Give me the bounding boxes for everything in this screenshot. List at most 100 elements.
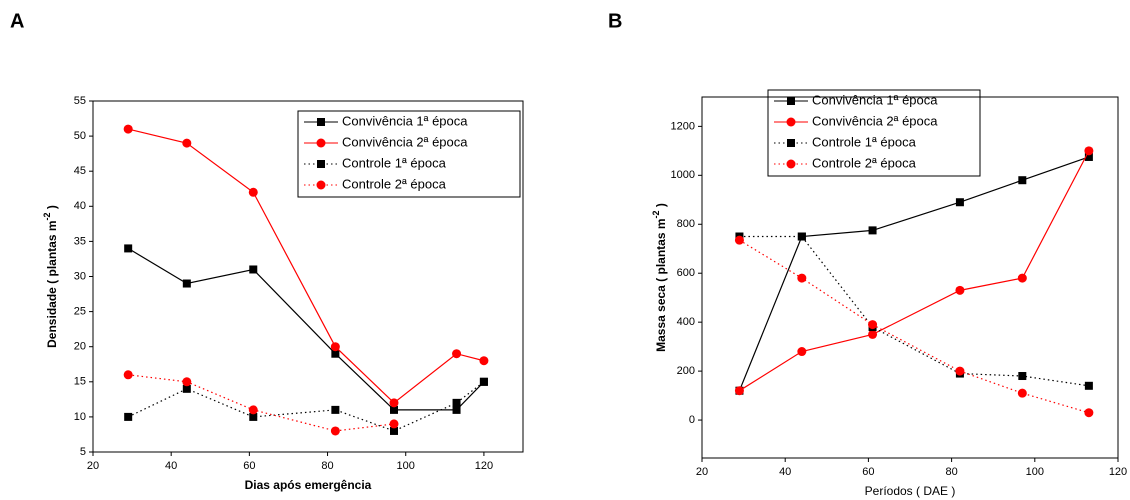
series-line <box>739 150 1090 392</box>
marker <box>955 285 965 295</box>
marker <box>868 320 878 330</box>
y-axis-label: Densidade ( plantas m-2 ) <box>42 205 59 348</box>
marker <box>331 349 340 358</box>
legend-label: Convivência 2ª época <box>812 113 938 128</box>
legend-label: Convivência 2ª época <box>342 134 468 149</box>
y-tick-label: 5 <box>80 446 86 458</box>
x-tick-label: 20 <box>696 466 708 478</box>
marker <box>249 265 258 274</box>
x-tick-label: 120 <box>475 460 493 472</box>
marker <box>1017 273 1027 283</box>
marker <box>124 244 133 253</box>
marker <box>330 342 340 352</box>
marker <box>124 412 133 421</box>
y-axis-label-end: ) <box>45 205 59 212</box>
x-tick-label: 40 <box>165 460 177 472</box>
y-tick-label: 1000 <box>671 169 695 181</box>
x-tick-label: 100 <box>397 460 415 472</box>
y-tick-label: 55 <box>74 95 86 107</box>
series-line <box>738 156 1090 391</box>
legend-marker <box>787 139 795 147</box>
x-tick-label: 40 <box>779 466 791 478</box>
marker <box>955 198 964 207</box>
marker <box>1018 372 1027 381</box>
x-tick-label: 80 <box>321 460 333 472</box>
x-axis-label: Períodos ( DAE ) <box>865 484 956 498</box>
legend-box <box>767 89 981 177</box>
marker <box>1084 381 1093 390</box>
marker <box>248 405 258 415</box>
x-tick-label: 120 <box>1109 466 1127 478</box>
x-axis-label: Dias após emergência <box>245 478 372 492</box>
series-line <box>127 247 485 411</box>
y-tick-label: 400 <box>677 316 695 328</box>
axes-frame <box>701 96 1119 459</box>
y-axis-label-main: Densidade ( plantas m <box>45 220 59 347</box>
x-tick-label: 60 <box>243 460 255 472</box>
marker <box>248 187 258 197</box>
legend-marker <box>316 138 326 148</box>
marker <box>452 398 461 407</box>
y-axis-label-main: Massa seca ( plantas m <box>654 218 668 351</box>
legend-marker <box>786 117 796 127</box>
y-axis-label-sup: -2 <box>651 210 661 218</box>
marker <box>123 370 133 380</box>
marker <box>955 366 965 376</box>
marker <box>479 356 489 366</box>
marker <box>868 329 878 339</box>
marker <box>330 426 340 436</box>
marker <box>390 426 398 435</box>
x-tick-label: 80 <box>945 466 957 478</box>
marker <box>734 386 744 396</box>
marker <box>1084 146 1094 156</box>
panel-label: B <box>608 10 622 32</box>
legend-marker <box>316 180 326 190</box>
marker <box>452 405 461 414</box>
y-tick-label: 30 <box>74 270 86 282</box>
marker <box>868 226 877 235</box>
legend-label: Controle 1ª época <box>342 155 447 170</box>
y-axis-label: Massa seca ( plantas m-2 ) <box>651 203 668 352</box>
y-tick-label: 15 <box>74 376 86 388</box>
marker <box>182 279 191 288</box>
marker <box>479 377 488 386</box>
y-tick-label: 40 <box>74 200 86 212</box>
y-tick-label: 0 <box>689 414 695 426</box>
legend-label: Controle 2ª época <box>812 155 917 170</box>
marker <box>331 405 340 414</box>
marker <box>1084 152 1093 161</box>
series-line <box>128 374 395 432</box>
marker <box>182 138 192 148</box>
series-line <box>739 239 1090 414</box>
x-tick-label: 60 <box>862 466 874 478</box>
y-axis-label-sup: -2 <box>42 212 52 220</box>
y-tick-label: 35 <box>74 235 86 247</box>
marker <box>389 419 399 429</box>
marker <box>1018 176 1027 185</box>
marker <box>797 347 807 357</box>
marker <box>389 398 399 408</box>
y-tick-label: 10 <box>74 411 86 423</box>
marker <box>734 235 744 245</box>
legend-marker <box>787 97 795 105</box>
marker <box>452 349 462 359</box>
legend-label: Convivência 1ª época <box>812 92 938 107</box>
legend-marker <box>317 160 325 168</box>
y-tick-label: 600 <box>677 267 695 279</box>
marker <box>797 273 807 283</box>
legend-label: Convivência 1ª época <box>342 113 468 128</box>
y-tick-label: 20 <box>74 341 86 353</box>
legend-label: Controle 1ª época <box>812 134 917 149</box>
marker <box>1017 388 1027 398</box>
legend-box <box>297 110 521 198</box>
y-tick-label: 25 <box>74 306 86 318</box>
marker <box>123 124 133 134</box>
y-tick-label: 45 <box>74 165 86 177</box>
x-tick-label: 20 <box>87 460 99 472</box>
legend-marker <box>786 159 796 169</box>
y-tick-label: 50 <box>74 130 86 142</box>
y-tick-label: 800 <box>677 218 695 230</box>
y-tick-label: 1200 <box>671 120 695 132</box>
panel-label: A <box>10 10 24 32</box>
